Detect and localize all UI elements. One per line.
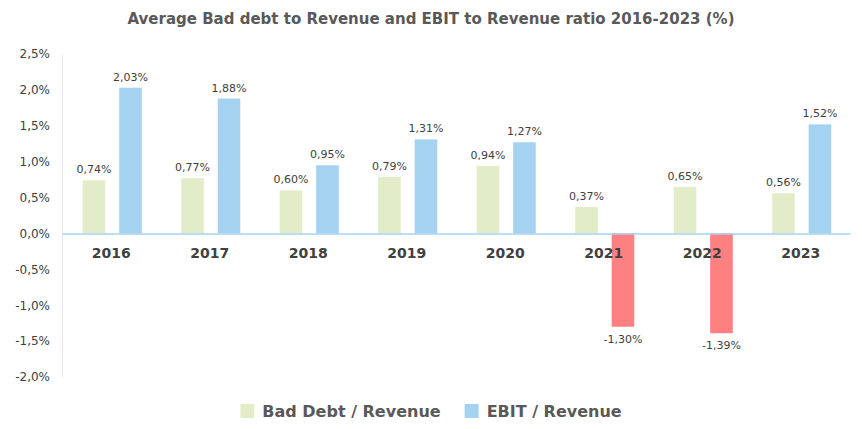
legend-label: Bad Debt / Revenue — [262, 402, 440, 421]
bar — [772, 193, 795, 233]
data-label: -1,39% — [702, 339, 741, 352]
y-tick: 2,0% — [20, 83, 63, 97]
x-axis: 2016 2017 2018 2019 2020 2021 2022 2023 — [63, 233, 851, 261]
data-label: 0,94% — [471, 149, 506, 162]
data-label: 1,88% — [211, 82, 246, 95]
bar — [513, 142, 536, 233]
y-tick-label: 1,0% — [20, 155, 51, 169]
legend: Bad Debt / Revenue EBIT / Revenue — [240, 402, 622, 421]
x-tick: 2020 — [486, 233, 525, 261]
bar — [181, 178, 204, 233]
data-label: 0,79% — [372, 160, 407, 173]
data-label: 2,03% — [113, 71, 148, 84]
y-tick-label: 2,5% — [20, 47, 51, 61]
bar — [280, 190, 303, 233]
y-tick-label: -1,0% — [15, 299, 50, 313]
y-tick: -2,0% — [15, 370, 62, 384]
data-label: 0,65% — [668, 170, 703, 183]
bar — [316, 165, 339, 233]
data-label: 1,52% — [802, 107, 837, 120]
y-axis-line — [62, 55, 63, 378]
data-label: -1,30% — [604, 333, 643, 346]
bar — [575, 207, 598, 234]
data-label: 0,95% — [310, 148, 345, 161]
x-tick-label: 2020 — [486, 245, 525, 261]
y-tick-label: -2,0% — [15, 370, 50, 384]
data-label: 1,27% — [507, 125, 542, 138]
data-label: 0,56% — [766, 176, 801, 189]
bar — [809, 124, 832, 233]
y-tick: 1,0% — [20, 155, 63, 169]
x-tick: 2017 — [190, 233, 229, 261]
x-tick: 2019 — [387, 233, 426, 261]
bar — [119, 88, 142, 234]
data-label: 1,31% — [408, 122, 443, 135]
legend-label: EBIT / Revenue — [487, 402, 622, 421]
chart: Average Bad debt to Revenue and EBIT to … — [0, 0, 862, 429]
y-tick: -1,0% — [15, 299, 62, 313]
y-tick: 0,5% — [20, 191, 63, 205]
x-tick-label: 2018 — [289, 245, 328, 261]
x-tick: 2018 — [289, 233, 328, 261]
bar — [378, 177, 401, 234]
y-tick: 0,0% — [20, 227, 63, 241]
y-axis: -2,0% -1,5% -1,0% -0,5% 0,0% 0,5% 1,0% 1,5% 2,0%… — [15, 47, 62, 384]
x-tick-label: 2016 — [92, 245, 131, 261]
y-tick-label: 2,0% — [20, 83, 51, 97]
bar — [674, 187, 697, 234]
title: Average Bad debt to Revenue and EBIT to … — [127, 10, 734, 28]
bar — [218, 99, 241, 234]
y-tick-label: 0,0% — [20, 227, 51, 241]
x-tick-label: 2022 — [683, 245, 722, 261]
y-tick-label: -0,5% — [15, 263, 50, 277]
y-tick-label: -1,5% — [15, 334, 50, 348]
y-tick: 1,5% — [20, 119, 63, 133]
y-tick: -0,5% — [15, 263, 62, 277]
data-label: 0,74% — [77, 163, 112, 176]
data-labels: 0,74% 0,77% 0,60% 0,79% 0,94% 0,37% 0,65% 0,56%… — [77, 71, 838, 352]
y-tick-label: 0,5% — [20, 191, 51, 205]
data-label: 0,77% — [175, 161, 210, 174]
legend-item: Bad Debt / Revenue — [240, 402, 440, 421]
x-axis-line — [63, 233, 851, 235]
bar — [415, 139, 438, 233]
data-label: 0,37% — [569, 190, 604, 203]
x-tick-label: 2023 — [781, 245, 820, 261]
data-label: 0,60% — [274, 173, 309, 186]
x-tick: 2016 — [92, 233, 131, 261]
plot: -2,0% -1,5% -1,0% -0,5% 0,0% 0,5% 1,0% 1,5% 2,0%… — [15, 47, 850, 384]
y-tick-label: 1,5% — [20, 119, 51, 133]
x-tick-label: 2019 — [387, 245, 426, 261]
legend-swatch — [240, 404, 254, 418]
legend-item: EBIT / Revenue — [465, 402, 622, 421]
x-tick: 2023 — [781, 233, 820, 261]
x-tick: 2022 — [683, 233, 722, 261]
bars — [83, 88, 832, 333]
bar — [83, 180, 106, 233]
y-tick: -1,5% — [15, 334, 62, 348]
y-tick: 2,5% — [20, 47, 63, 61]
x-tick-label: 2021 — [584, 245, 623, 261]
bar — [477, 166, 500, 233]
x-tick-label: 2017 — [190, 245, 229, 261]
legend-swatch — [465, 404, 479, 418]
x-tick: 2021 — [584, 233, 623, 261]
